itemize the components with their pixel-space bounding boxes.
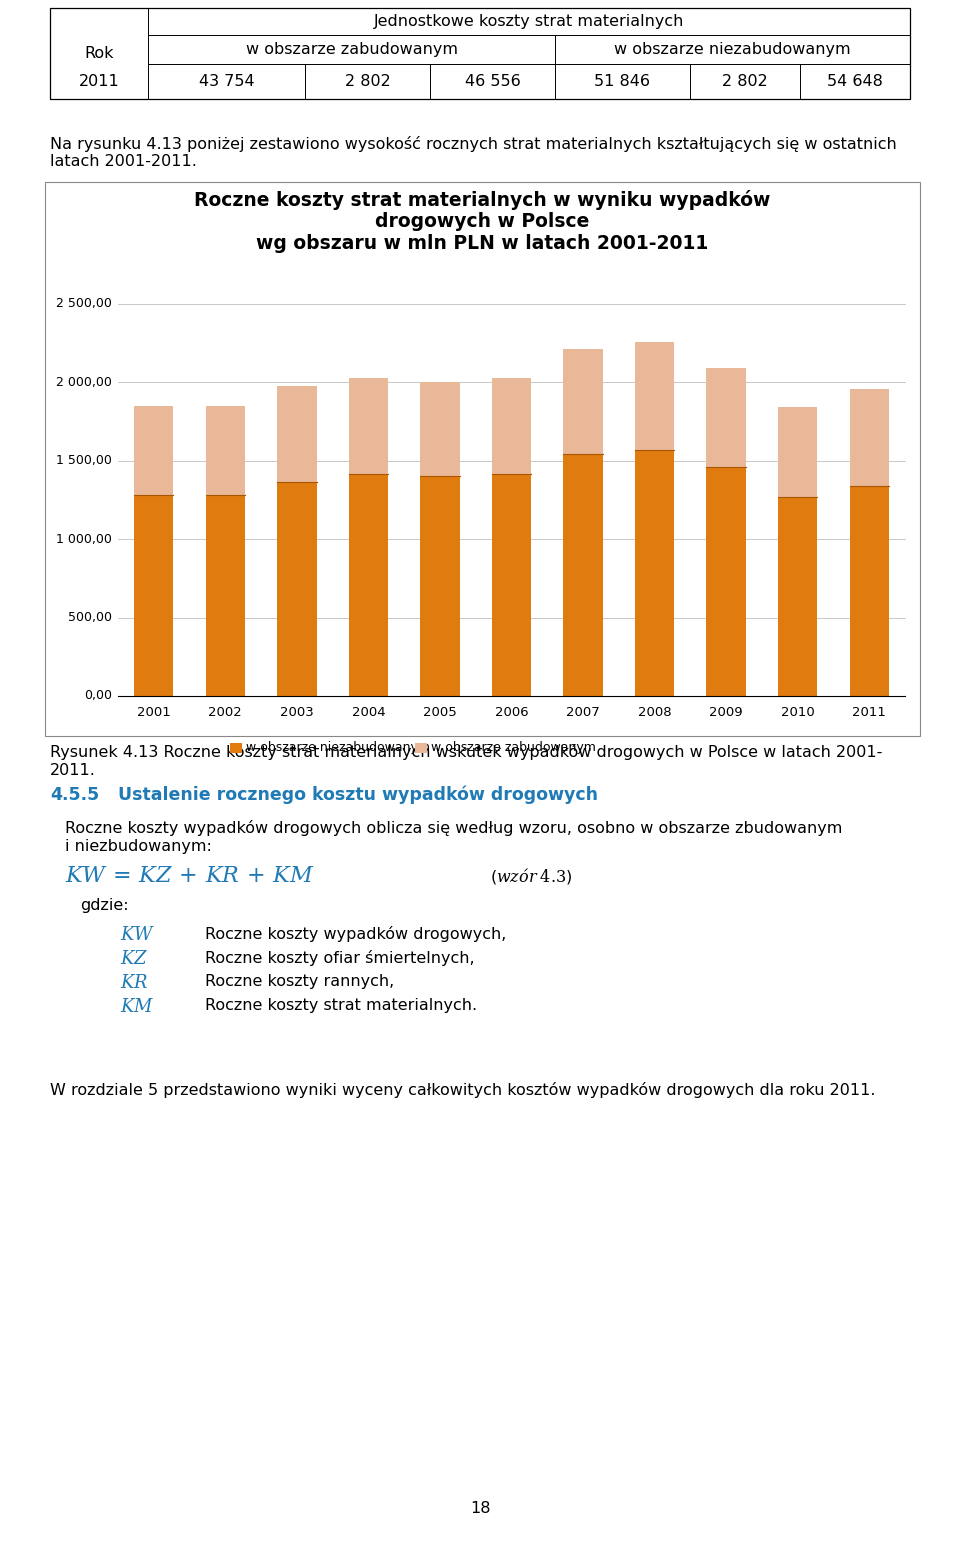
Bar — [50, 8, 910, 99]
Text: wg obszaru w mln PLN w latach 2001-2011: wg obszaru w mln PLN w latach 2001-2011 — [256, 235, 708, 253]
Text: Ustalenie rocznego kosztu wypadków drogowych: Ustalenie rocznego kosztu wypadków drogo… — [118, 786, 598, 804]
Text: 2006: 2006 — [494, 706, 528, 720]
Text: Roczne koszty wypadków drogowych oblicza się według wzoru, osobno w obszarze zbu: Roczne koszty wypadków drogowych oblicza… — [65, 820, 842, 835]
Text: i niezbudowanym:: i niezbudowanym: — [65, 838, 212, 854]
Bar — [230, 743, 242, 753]
Bar — [707, 367, 746, 468]
Text: $\mathit{KR}$: $\mathit{KR}$ — [120, 974, 149, 991]
Text: 1 000,00: 1 000,00 — [56, 533, 112, 545]
Text: 2 000,00: 2 000,00 — [56, 375, 112, 389]
Bar — [277, 386, 317, 482]
Text: gdzie:: gdzie: — [80, 899, 129, 913]
Text: w obszarze zabudowanym: w obszarze zabudowanym — [431, 741, 596, 755]
Text: Rysunek 4.13 Roczne koszty strat materialnych wskutek wypadków drogowych w Polsc: Rysunek 4.13 Roczne koszty strat materia… — [50, 744, 882, 760]
Text: Roczne koszty strat materialnych.: Roczne koszty strat materialnych. — [205, 997, 477, 1013]
Text: latach 2001-2011.: latach 2001-2011. — [50, 154, 197, 168]
Text: 51 846: 51 846 — [594, 74, 651, 90]
Text: 2001: 2001 — [137, 706, 171, 720]
Text: $\mathit{KZ}$: $\mathit{KZ}$ — [120, 950, 149, 968]
Text: 2010: 2010 — [780, 706, 814, 720]
Bar — [635, 343, 674, 449]
Bar — [134, 496, 174, 696]
Bar — [492, 474, 531, 696]
Bar — [778, 406, 817, 497]
Bar — [420, 477, 460, 696]
Text: 2008: 2008 — [637, 706, 671, 720]
Text: Rok: Rok — [84, 46, 113, 62]
Text: Roczne koszty wypadków drogowych,: Roczne koszty wypadków drogowych, — [205, 926, 506, 942]
Text: Jednostkowe koszty strat materialnych: Jednostkowe koszty strat materialnych — [373, 14, 684, 29]
Text: 2002: 2002 — [208, 706, 242, 720]
Text: $\mathit{KM}$: $\mathit{KM}$ — [120, 997, 155, 1016]
Text: 2011: 2011 — [79, 74, 119, 90]
Text: 2011.: 2011. — [50, 763, 96, 778]
Text: 18: 18 — [469, 1501, 491, 1516]
Bar — [205, 494, 245, 696]
Text: 2007: 2007 — [566, 706, 600, 720]
Text: $\mathit{KW}$: $\mathit{KW}$ — [120, 926, 156, 943]
Text: Roczne koszty strat materialnych w wyniku wypadków: Roczne koszty strat materialnych w wynik… — [194, 190, 771, 210]
Text: 46 556: 46 556 — [465, 74, 520, 90]
Bar — [778, 497, 817, 696]
Text: w obszarze niezabudowanym: w obszarze niezabudowanym — [614, 42, 851, 57]
Text: $\mathit{KW}$$\,=\,$$\mathit{KZ}$$\,+\,$$\mathit{KR}$$\,+\,$$\mathit{KM}$: $\mathit{KW}$$\,=\,$$\mathit{KZ}$$\,+\,$… — [65, 866, 315, 886]
Bar — [850, 486, 889, 696]
Text: w obszarze zabudowanym: w obszarze zabudowanym — [246, 42, 458, 57]
Bar — [277, 482, 317, 696]
Text: 43 754: 43 754 — [199, 74, 254, 90]
Text: 2 802: 2 802 — [345, 74, 391, 90]
Text: drogowych w Polsce: drogowych w Polsce — [375, 212, 589, 232]
Bar — [45, 182, 920, 736]
Text: W rozdziale 5 przedstawiono wyniki wyceny całkowitych kosztów wypadków drogowych: W rozdziale 5 przedstawiono wyniki wycen… — [50, 1082, 876, 1098]
Text: 2003: 2003 — [280, 706, 314, 720]
Text: ($\mathit{wzór\;4.3}$): ($\mathit{wzór\;4.3}$) — [490, 866, 572, 886]
Text: 500,00: 500,00 — [68, 611, 112, 624]
Text: Roczne koszty ofiar śmiertelnych,: Roczne koszty ofiar śmiertelnych, — [205, 950, 474, 967]
Text: 1 500,00: 1 500,00 — [56, 454, 112, 468]
Bar — [205, 406, 245, 494]
Text: 2011: 2011 — [852, 706, 886, 720]
Bar — [134, 406, 174, 496]
Text: Roczne koszty rannych,: Roczne koszty rannych, — [205, 974, 395, 990]
Text: 2004: 2004 — [351, 706, 385, 720]
Text: 2009: 2009 — [709, 706, 743, 720]
Bar — [420, 381, 460, 477]
Bar — [564, 349, 603, 454]
Bar — [492, 378, 531, 474]
Bar — [707, 468, 746, 696]
Text: w obszarze niezabudowanym: w obszarze niezabudowanym — [246, 741, 430, 755]
Text: 0,00: 0,00 — [84, 690, 112, 703]
Bar — [415, 743, 427, 753]
Text: 54 648: 54 648 — [828, 74, 883, 90]
Bar — [635, 449, 674, 696]
Bar — [348, 378, 388, 474]
Text: 2 802: 2 802 — [722, 74, 768, 90]
Text: 2 500,00: 2 500,00 — [56, 298, 112, 310]
Bar — [348, 474, 388, 696]
Text: Na rysunku 4.13 poniżej zestawiono wysokość rocznych strat materialnych kształtu: Na rysunku 4.13 poniżej zestawiono wysok… — [50, 136, 897, 151]
Bar — [850, 389, 889, 486]
Text: 4.5.5: 4.5.5 — [50, 786, 99, 804]
Bar — [564, 454, 603, 696]
Text: 2005: 2005 — [423, 706, 457, 720]
